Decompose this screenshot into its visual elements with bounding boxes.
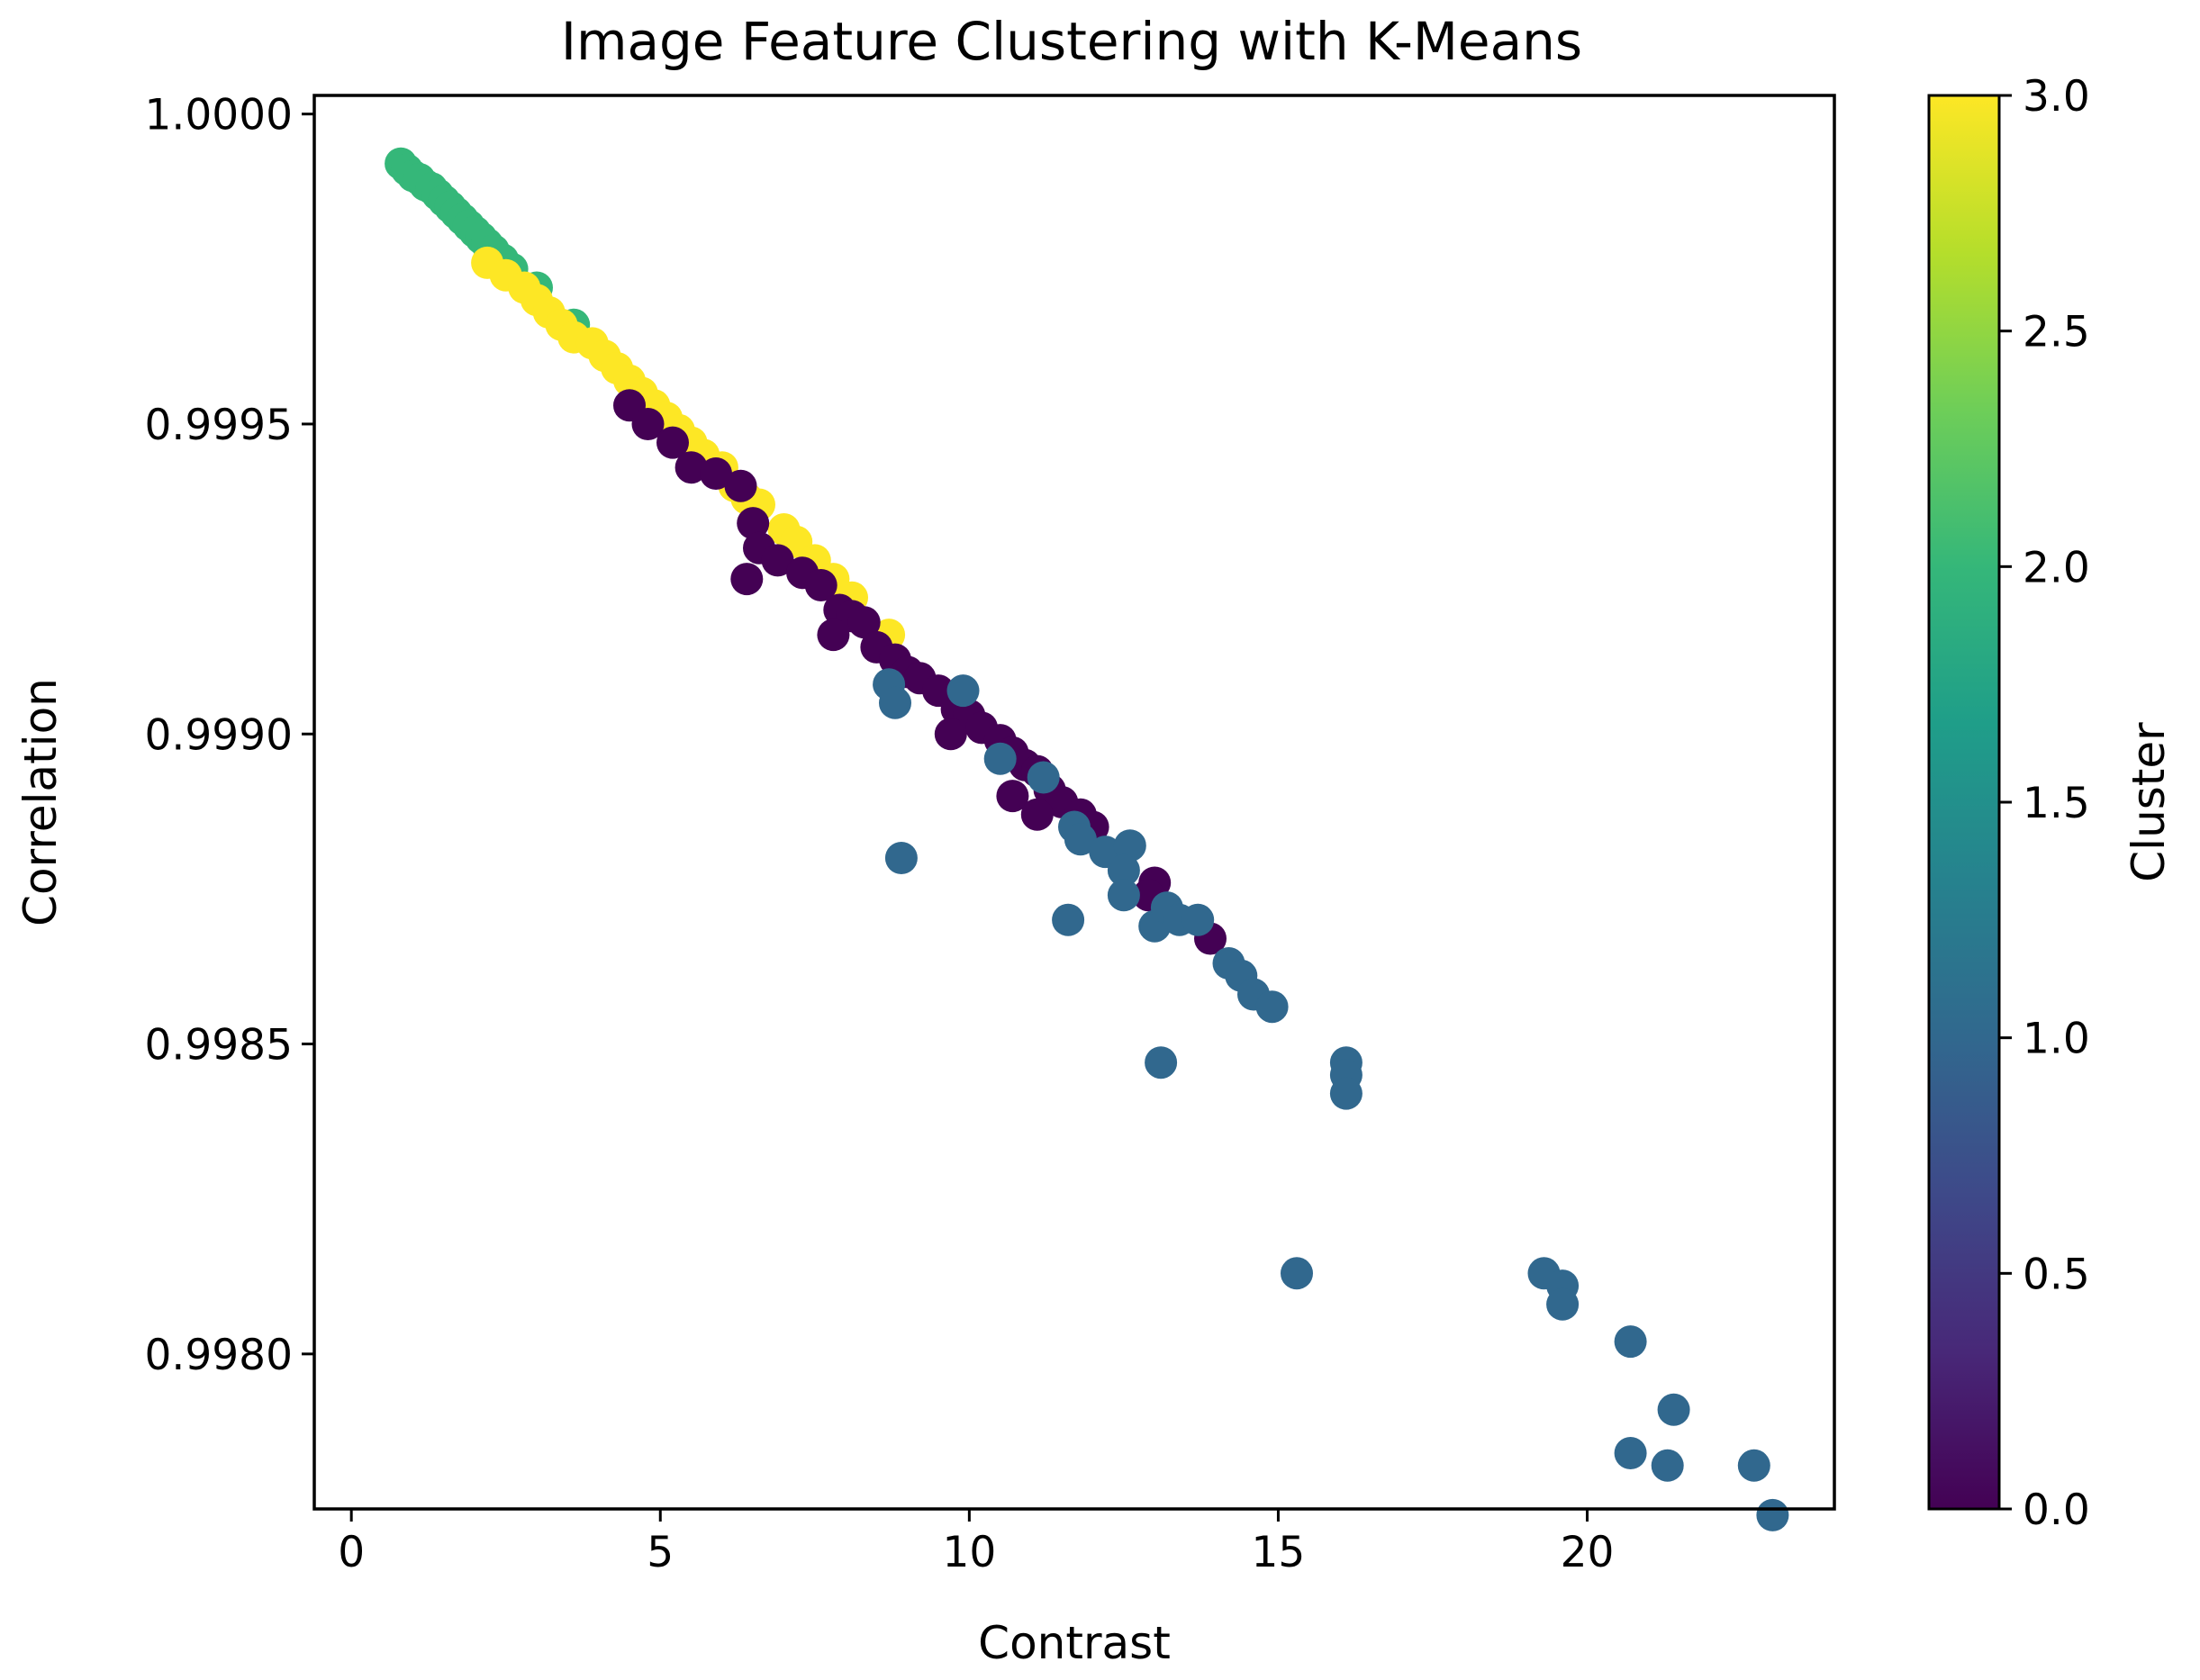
x-tick-label-2: 10 xyxy=(942,1528,996,1577)
y-axis-label: Correlation xyxy=(14,678,67,926)
y-tick-label-2: 0.9990 xyxy=(145,710,293,760)
x-tick-label-1: 5 xyxy=(647,1528,674,1577)
scatter-point-87 xyxy=(946,674,980,708)
scatter-point-88 xyxy=(983,742,1017,775)
scatter-point-49 xyxy=(656,426,689,459)
scatter-point-77 xyxy=(996,780,1029,813)
x-axis-label: Contrast xyxy=(978,1617,1171,1669)
scatter-point-117 xyxy=(1651,1449,1684,1482)
scatter-point-58 xyxy=(804,569,837,601)
scatter-point-96 xyxy=(884,842,918,874)
scatter-point-95 xyxy=(1107,879,1140,912)
y-tick-label-1: 0.9985 xyxy=(145,1021,293,1070)
scatter-point-109 xyxy=(1329,1077,1363,1110)
colorbar-label: Cluster xyxy=(2123,722,2175,882)
colorbar xyxy=(1927,94,2001,1511)
scatter-points xyxy=(385,147,1789,1531)
colorbar-tick-label-4: 2.0 xyxy=(2023,543,2090,592)
scatter-point-91 xyxy=(1064,823,1097,856)
scatter-point-113 xyxy=(1546,1287,1580,1321)
y-tick-label-3: 0.9995 xyxy=(145,401,293,450)
colorbar-tick-label-3: 1.5 xyxy=(2023,779,2090,828)
colorbar-tick-label-1: 0.5 xyxy=(2023,1250,2090,1299)
chart-title: Image Feature Clustering with K-Means xyxy=(561,11,1582,72)
scatter-point-52 xyxy=(724,469,757,502)
scatter-point-106 xyxy=(1145,1046,1178,1079)
y-tick-label-0: 0.9980 xyxy=(145,1331,293,1380)
scatter-point-115 xyxy=(1657,1393,1690,1426)
scatter-point-56 xyxy=(730,563,764,596)
scatter-point-48 xyxy=(631,408,665,440)
scatter-point-53 xyxy=(737,507,770,540)
scatter-point-116 xyxy=(1614,1437,1647,1469)
scatter-point-61 xyxy=(847,606,881,639)
colorbar-tick-label-0: 0.0 xyxy=(2023,1486,2090,1535)
scatter-point-86 xyxy=(879,686,911,719)
scatter-point-97 xyxy=(1052,903,1085,936)
colorbar-tick-label-5: 2.5 xyxy=(2023,308,2090,357)
y-tick-label-4: 1.0000 xyxy=(145,91,293,140)
scatter-point-51 xyxy=(700,457,732,490)
scatter-point-94 xyxy=(1107,854,1140,887)
y-axis-ticks: 0.9980 0.9985 0.9990 0.9995 1.0000 xyxy=(145,91,314,1380)
scatter-point-89 xyxy=(1027,761,1060,794)
x-axis-ticks: 0 5 10 15 20 xyxy=(338,1509,1614,1577)
scatter-point-55 xyxy=(761,544,794,577)
scatter-point-118 xyxy=(1737,1449,1770,1482)
x-tick-label-4: 20 xyxy=(1561,1528,1615,1577)
scatter-point-79 xyxy=(1020,798,1054,831)
scatter-point-101 xyxy=(1181,903,1215,936)
scatter-point-119 xyxy=(1756,1498,1789,1531)
scatter-point-114 xyxy=(1614,1325,1647,1359)
x-tick-label-3: 15 xyxy=(1252,1528,1306,1577)
scatter-point-93 xyxy=(1113,829,1146,863)
x-tick-label-0: 0 xyxy=(338,1528,365,1577)
scatter-point-110 xyxy=(1281,1257,1313,1290)
scatter-point-62 xyxy=(817,619,850,652)
colorbar-tick-label-2: 1.0 xyxy=(2023,1015,2090,1064)
colorbar-ticks: 0.0 0.5 1.0 1.5 2.0 2.5 3.0 xyxy=(1999,72,2090,1535)
scatter-point-71 xyxy=(934,718,967,751)
scatter-point-50 xyxy=(674,451,708,484)
colorbar-tick-label-6: 3.0 xyxy=(2023,72,2090,122)
scatter-point-105 xyxy=(1255,990,1289,1024)
plot-frame xyxy=(312,94,1836,1511)
